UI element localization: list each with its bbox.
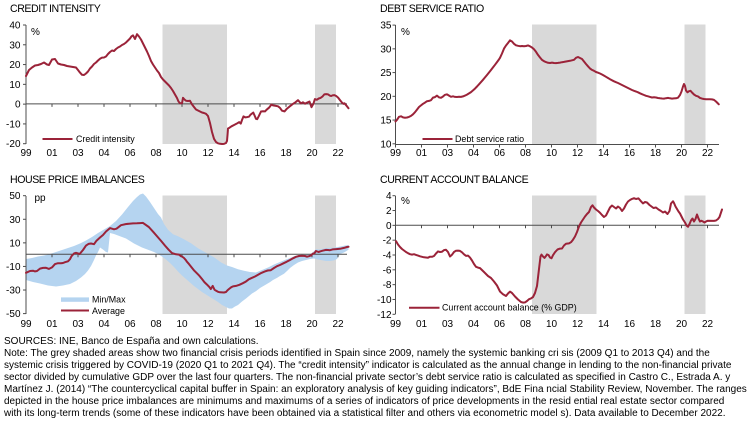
svg-text:10: 10: [546, 319, 558, 330]
svg-text:20: 20: [306, 319, 318, 330]
svg-text:-10: -10: [6, 119, 21, 130]
svg-text:-20: -20: [6, 139, 21, 150]
svg-text:03: 03: [442, 319, 454, 330]
svg-text:01: 01: [416, 148, 428, 159]
svg-text:08: 08: [520, 319, 532, 330]
svg-text:22: 22: [332, 148, 344, 159]
svg-text:04: 04: [468, 319, 480, 330]
svg-text:Debt service ratio: Debt service ratio: [455, 134, 524, 144]
svg-text:12: 12: [572, 148, 584, 159]
svg-text:20: 20: [676, 148, 688, 159]
svg-text:08: 08: [520, 148, 532, 159]
svg-text:-10: -10: [6, 262, 21, 273]
svg-text:Min/Max: Min/Max: [92, 295, 126, 305]
svg-text:12: 12: [572, 319, 584, 330]
svg-text:18: 18: [650, 148, 662, 159]
svg-text:14: 14: [598, 319, 610, 330]
svg-text:Average: Average: [92, 306, 125, 316]
svg-text:-12: -12: [377, 310, 392, 321]
svg-text:99: 99: [390, 319, 402, 330]
svg-text:14: 14: [228, 148, 240, 159]
svg-text:10: 10: [176, 148, 188, 159]
svg-text:99: 99: [20, 148, 32, 159]
svg-text:30: 30: [9, 40, 21, 51]
svg-text:DEBT SERVICE RATIO: DEBT SERVICE RATIO: [380, 3, 484, 15]
svg-text:0: 0: [386, 221, 392, 232]
svg-text:-10: -10: [377, 295, 392, 306]
svg-text:06: 06: [494, 148, 506, 159]
svg-text:Credit intensity: Credit intensity: [76, 134, 135, 144]
svg-text:18: 18: [280, 148, 292, 159]
svg-text:20: 20: [380, 92, 392, 103]
svg-text:4: 4: [386, 191, 392, 202]
svg-text:01: 01: [416, 319, 428, 330]
svg-text:14: 14: [228, 319, 240, 330]
svg-text:Current account balance (% GDP: Current account balance (% GDP): [442, 303, 577, 313]
svg-text:25: 25: [380, 68, 392, 79]
svg-text:CURRENT ACCOUNT BALANCE: CURRENT ACCOUNT BALANCE: [380, 174, 529, 186]
svg-text:06: 06: [124, 148, 136, 159]
svg-text:35: 35: [380, 21, 392, 32]
svg-text:-50: -50: [6, 309, 21, 320]
svg-text:16: 16: [254, 319, 266, 330]
svg-text:0: 0: [15, 100, 21, 111]
svg-text:08: 08: [150, 319, 162, 330]
svg-text:16: 16: [624, 148, 636, 159]
svg-text:06: 06: [124, 319, 136, 330]
svg-text:10: 10: [176, 319, 188, 330]
svg-text:14: 14: [598, 148, 610, 159]
svg-text:12: 12: [202, 319, 214, 330]
svg-text:01: 01: [46, 148, 58, 159]
svg-text:22: 22: [702, 319, 714, 330]
svg-text:-8: -8: [383, 280, 392, 291]
svg-text:10: 10: [9, 80, 21, 91]
svg-text:18: 18: [650, 319, 662, 330]
svg-text:16: 16: [624, 319, 636, 330]
svg-text:15: 15: [380, 116, 392, 127]
svg-text:HOUSE PRICE IMBALANCES: HOUSE PRICE IMBALANCES: [10, 174, 145, 186]
svg-text:04: 04: [98, 148, 110, 159]
svg-text:-6: -6: [383, 265, 392, 276]
svg-text:20: 20: [676, 319, 688, 330]
svg-text:08: 08: [150, 148, 162, 159]
svg-text:40: 40: [9, 21, 21, 32]
svg-text:20: 20: [306, 148, 318, 159]
svg-text:20: 20: [9, 60, 21, 71]
svg-text:22: 22: [332, 319, 344, 330]
svg-text:10: 10: [546, 148, 558, 159]
svg-text:03: 03: [72, 148, 84, 159]
svg-text:22: 22: [702, 148, 714, 159]
svg-text:16: 16: [254, 148, 266, 159]
svg-text:pp: pp: [35, 193, 47, 204]
svg-text:-4: -4: [383, 251, 392, 262]
svg-text:99: 99: [20, 319, 32, 330]
svg-text:%: %: [31, 27, 40, 38]
svg-text:04: 04: [98, 319, 110, 330]
svg-text:06: 06: [494, 319, 506, 330]
svg-text:03: 03: [72, 319, 84, 330]
svg-text:50: 50: [9, 191, 21, 202]
svg-text:-30: -30: [6, 286, 21, 297]
svg-text:12: 12: [202, 148, 214, 159]
svg-text:04: 04: [468, 148, 480, 159]
svg-text:%: %: [401, 27, 410, 38]
svg-text:10: 10: [380, 139, 392, 150]
svg-text:03: 03: [442, 148, 454, 159]
svg-text:01: 01: [46, 319, 58, 330]
svg-text:CREDIT INTENSITY: CREDIT INTENSITY: [10, 3, 101, 15]
svg-text:10: 10: [9, 238, 21, 249]
svg-text:2: 2: [386, 206, 392, 217]
svg-text:%: %: [401, 196, 410, 207]
svg-text:18: 18: [280, 319, 292, 330]
svg-text:30: 30: [380, 44, 392, 55]
svg-text:99: 99: [390, 148, 402, 159]
svg-text:30: 30: [9, 215, 21, 226]
svg-text:-2: -2: [383, 236, 392, 247]
